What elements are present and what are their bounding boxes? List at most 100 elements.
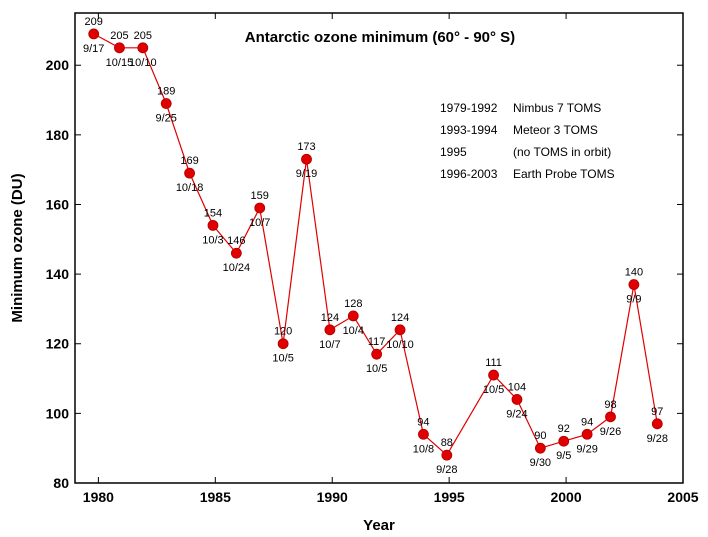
data-point — [511, 394, 523, 405]
data-date-label: 10/18 — [176, 182, 204, 194]
y-tick-label: 160 — [46, 196, 70, 212]
data-point — [371, 348, 383, 360]
data-value-label: 205 — [134, 30, 152, 42]
legend-instrument: Meteor 3 TOMS — [513, 123, 598, 137]
data-point — [558, 435, 570, 447]
series-group: 209 9/17 205 10/15 205 10/10 189 9/25 169 10/18 15… — [83, 16, 668, 476]
data-point — [628, 279, 640, 290]
data-date-label: 9/30 — [530, 457, 551, 469]
data-value-label: 209 — [85, 16, 103, 28]
y-tick-label: 80 — [53, 475, 69, 491]
data-date-label: 9/28 — [647, 433, 668, 445]
x-axis-ticks: 1980 1985 1990 1995 2000 2005 — [83, 13, 699, 505]
y-tick-label: 100 — [46, 405, 70, 421]
data-date-label: 10/5 — [272, 353, 293, 365]
data-value-label: 94 — [417, 416, 429, 428]
data-date-label: 9/25 — [155, 113, 176, 125]
data-value-label: 104 — [508, 381, 526, 393]
data-value-label: 120 — [274, 326, 292, 338]
data-value-label: 111 — [485, 357, 502, 369]
data-date-label: 10/3 — [202, 234, 223, 246]
data-point — [581, 428, 593, 440]
legend-years: 1995 — [440, 145, 467, 159]
chart-title: Antarctic ozone minimum (60° - 90° S) — [245, 29, 515, 46]
data-point — [277, 338, 289, 350]
data-point — [534, 442, 546, 454]
y-axis-ticks: 80 100 120 140 160 180 200 — [46, 57, 683, 491]
data-date-label: 9/28 — [436, 464, 457, 476]
data-value-label: 169 — [180, 155, 198, 167]
data-value-label: 94 — [581, 416, 593, 428]
data-value-label: 205 — [110, 30, 128, 42]
data-value-label: 97 — [651, 406, 663, 418]
data-date-label: 10/7 — [319, 339, 340, 351]
x-tick-label: 1980 — [83, 489, 114, 505]
data-value-label: 189 — [157, 86, 175, 98]
data-date-label: 10/8 — [413, 443, 434, 455]
data-date-label: 9/29 — [576, 443, 597, 455]
data-point — [347, 310, 359, 322]
data-value-label: 154 — [204, 207, 222, 219]
data-point — [114, 42, 125, 54]
data-point — [184, 167, 195, 179]
data-date-label: 9/5 — [556, 450, 571, 462]
x-tick-label: 1985 — [200, 489, 231, 505]
legend-instrument: (no TOMS in orbit) — [513, 145, 611, 159]
data-value-label: 124 — [391, 312, 409, 324]
data-value-label: 124 — [321, 312, 339, 324]
data-point — [207, 219, 219, 231]
data-value-label: 90 — [534, 430, 546, 442]
data-value-label: 88 — [441, 437, 453, 449]
data-point — [160, 98, 172, 109]
data-point — [394, 324, 406, 336]
x-tick-label: 2005 — [667, 489, 698, 505]
y-tick-label: 120 — [46, 336, 70, 352]
legend-years: 1979-1992 — [440, 101, 498, 115]
x-tick-label: 1990 — [317, 489, 348, 505]
data-point — [301, 153, 312, 165]
data-date-label: 10/5 — [483, 384, 504, 396]
legend-instrument: Nimbus 7 TOMS — [513, 101, 601, 115]
data-date-label: 10/7 — [249, 217, 270, 229]
data-point — [324, 324, 336, 336]
data-date-label: 10/24 — [223, 262, 251, 274]
data-point — [651, 418, 663, 430]
data-point — [137, 42, 149, 54]
data-value-label: 117 — [368, 336, 386, 348]
y-tick-label: 140 — [46, 266, 70, 282]
legend-years: 1993-1994 — [440, 123, 498, 137]
data-date-label: 10/5 — [366, 363, 387, 375]
data-date-label: 9/24 — [506, 408, 527, 420]
data-point — [230, 247, 242, 259]
data-point — [488, 369, 499, 381]
data-point — [88, 28, 100, 40]
data-date-label: 10/4 — [343, 325, 364, 337]
y-tick-label: 200 — [46, 57, 70, 73]
x-tick-label: 2000 — [550, 489, 581, 505]
legend: 1979-1992 Nimbus 7 TOMS 1993-1994 Meteor 3 … — [440, 101, 615, 181]
y-axis-label: Minimum ozone (DU) — [9, 173, 26, 322]
series-line — [93, 33, 658, 457]
legend-years: 1996-2003 — [440, 167, 498, 181]
data-value-label: 98 — [604, 399, 616, 411]
data-date-label: 9/26 — [600, 426, 621, 438]
x-axis-label: Year — [363, 517, 395, 534]
data-value-label: 173 — [297, 141, 315, 153]
data-date-label: 9/17 — [83, 43, 104, 55]
data-date-label: 9/19 — [296, 168, 317, 180]
data-point — [441, 449, 453, 461]
plot-frame — [74, 12, 684, 484]
x-tick-label: 1995 — [434, 489, 465, 505]
data-value-label: 140 — [625, 267, 643, 279]
data-date-label: 9/9 — [626, 294, 641, 306]
data-value-label: 146 — [227, 235, 245, 247]
legend-instrument: Earth Probe TOMS — [513, 167, 615, 181]
data-date-label: 10/10 — [129, 57, 157, 69]
data-value-label: 128 — [344, 298, 362, 310]
data-point — [418, 428, 429, 440]
data-date-label: 10/15 — [106, 57, 134, 69]
data-value-label: 92 — [558, 423, 570, 435]
data-point — [605, 411, 616, 423]
data-value-label: 159 — [251, 190, 269, 202]
